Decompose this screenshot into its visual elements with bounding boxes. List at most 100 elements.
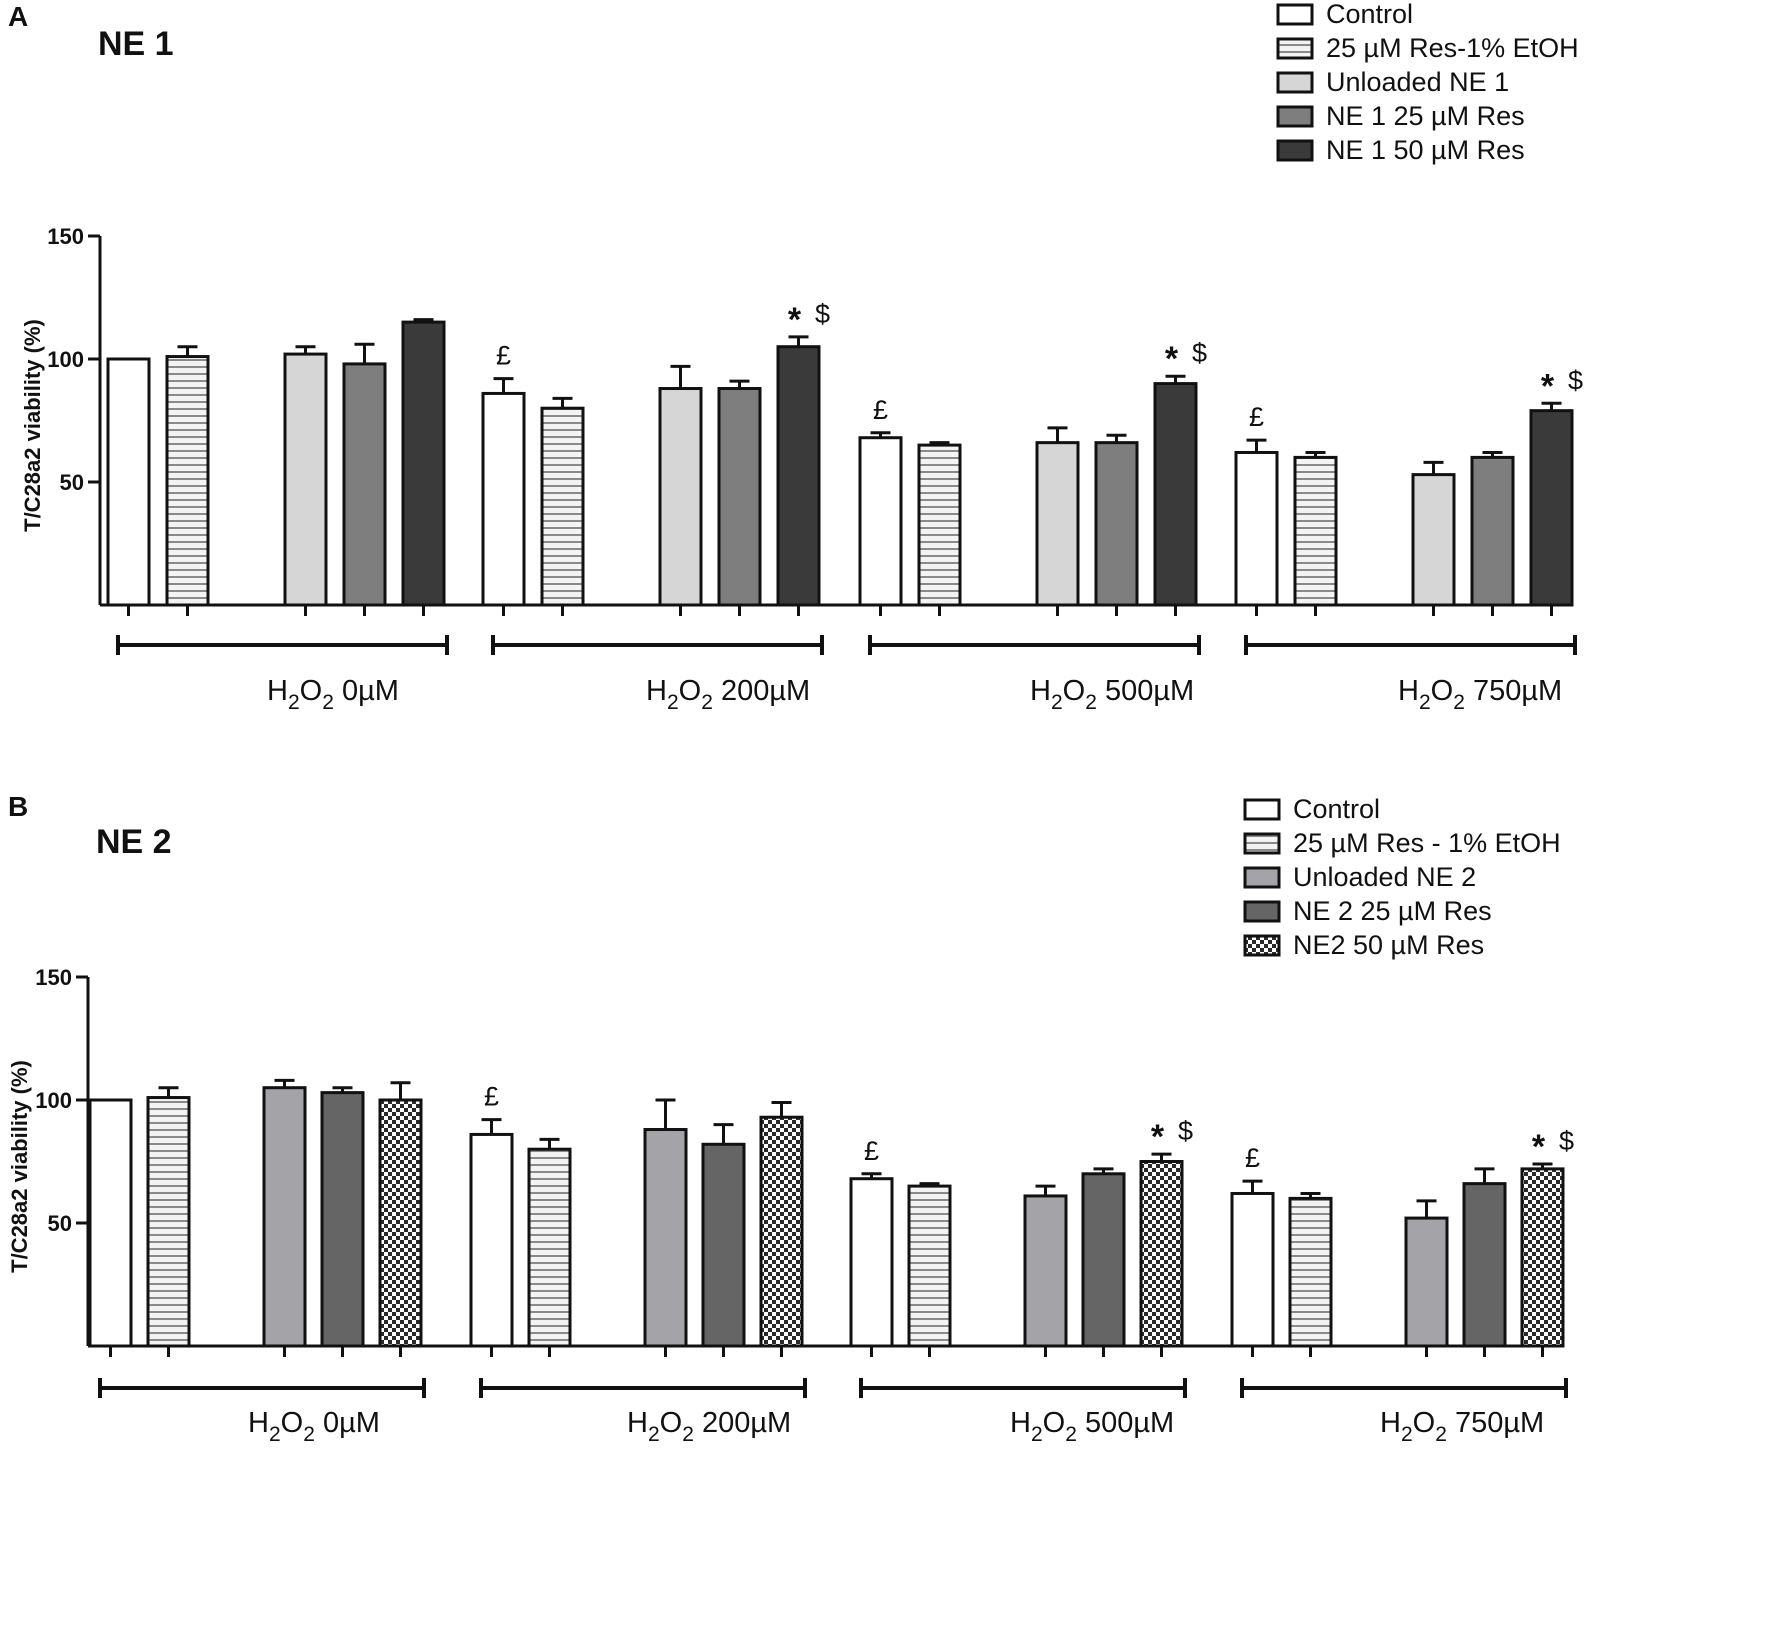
group-label-part: O [281,1407,304,1439]
significance-symbol: £ [496,341,511,371]
bar [342,362,387,607]
group-label-part: 2 [648,1423,660,1446]
bar [320,1091,365,1348]
group-label-part: H [1398,675,1419,707]
legend-label: NE 1 25 µM Res [1326,101,1525,131]
group-label-part: 750µM [1465,675,1562,707]
legend-label: 25 µM Res-1% EtOH [1326,33,1579,63]
group-label-part: 0µM [315,1407,380,1439]
bar [378,1098,423,1348]
bar [1404,1216,1449,1348]
legend-swatch [1243,866,1281,889]
significance-star: * [1532,1128,1546,1166]
group-label-part: H [1030,675,1051,707]
bar [262,1086,307,1348]
legend-swatch [1243,798,1281,821]
significance-symbol: $ [1568,365,1583,395]
y-tick-label: 50 [60,470,84,495]
group-label: H2O2 500µM [1030,675,1194,714]
group-label-part: 2 [1419,691,1431,714]
group-label-part: H [646,675,667,707]
legend-label: Unloaded NE 1 [1326,67,1509,97]
bar [701,1142,746,1348]
group-label-part: 2 [1435,1423,1447,1446]
group-label-part: O [660,1407,683,1439]
bar [1529,409,1574,607]
bar [1139,1160,1184,1348]
group-label-part: 2 [269,1423,281,1446]
group-label-part: O [300,675,323,707]
group-label-part: H [248,1407,269,1439]
bar [527,1147,572,1348]
legend-swatch [1276,71,1314,94]
significance-symbol: £ [864,1136,879,1166]
panel-b: B NE 2 Control 25 µM Res - 1% EtOH Unloaded … [7,791,1574,1446]
group-label-part: 2 [1085,691,1097,714]
bar [481,391,526,607]
group-label-part: 0µM [334,675,399,707]
significance-symbol: £ [484,1082,499,1112]
bar [1081,1172,1126,1348]
bar [643,1128,688,1348]
y-axis-label: T/C28a2 viability (%) [20,319,45,532]
legend-label: Control [1293,794,1380,824]
bar [1293,455,1338,607]
group-label-part: 2 [701,691,713,714]
group-label-part: 500µM [1097,675,1194,707]
group-label-part: 2 [1051,691,1063,714]
bar [1288,1196,1333,1348]
group-label-part: H [267,675,288,707]
legend-label: NE 1 50 µM Res [1326,135,1525,165]
group-label-part: 2 [682,1423,694,1446]
group-label-part: O [1413,1407,1436,1439]
legend-swatch [1243,832,1281,855]
panel-title: NE 2 [96,823,172,861]
y-tick-label: 100 [35,1088,72,1113]
panel-letter: A [8,1,28,32]
bar [907,1184,952,1348]
group-label-part: 750µM [1447,1407,1544,1439]
significance-symbol: £ [1249,402,1264,432]
panel-letter: B [8,791,28,822]
group-label-part: O [1043,1407,1066,1439]
bar [1094,441,1139,607]
group-label-part: 2 [1065,1423,1077,1446]
significance-star: * [1541,367,1555,405]
bar [401,320,446,607]
legend-swatch [1276,3,1314,26]
significance-symbol: $ [1559,1126,1574,1156]
group-label-part: 200µM [713,675,810,707]
bar [658,387,703,607]
group-label-part: O [1431,675,1454,707]
group-label-part: O [679,675,702,707]
group-label: H2O2 750µM [1398,675,1562,714]
bar [540,406,585,607]
legend-label: 25 µM Res - 1% EtOH [1293,828,1561,858]
group-label-part: H [1010,1407,1031,1439]
group-label: H2O2 750µM [1380,1407,1544,1446]
bar [1411,473,1456,607]
legend-swatch [1276,37,1314,60]
group-label: H2O2 500µM [1010,1407,1174,1446]
group-label-part: 2 [288,691,300,714]
group-label-part: 2 [322,691,334,714]
legend-swatch [1243,900,1281,923]
group-label-part: 2 [1453,691,1465,714]
significance-symbol: $ [815,299,830,329]
y-tick-label: 50 [48,1211,72,1236]
group-label: H2O2 0µM [248,1407,380,1446]
significance-star: * [1151,1118,1165,1156]
y-tick-label: 150 [35,965,72,990]
significance-star: * [788,301,802,339]
legend-label: Control [1326,0,1413,29]
bar [717,387,762,607]
group-label-part: 500µM [1077,1407,1174,1439]
significance-symbol: £ [873,395,888,425]
group-label-part: 2 [1401,1423,1413,1446]
y-axis-label: T/C28a2 viability (%) [7,1060,32,1273]
bar [759,1115,804,1348]
group-label-part: 2 [303,1423,315,1446]
significance-symbol: $ [1178,1116,1193,1146]
legend-swatch [1276,139,1314,162]
